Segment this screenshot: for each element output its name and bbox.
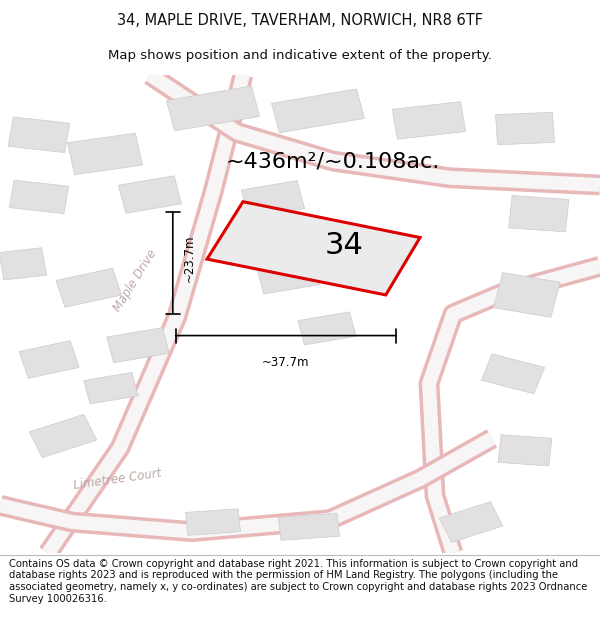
Text: Limetree Court: Limetree Court [72, 466, 162, 492]
Text: 34: 34 [325, 231, 364, 261]
Polygon shape [392, 102, 466, 139]
Polygon shape [107, 328, 169, 362]
Text: Maple Drive: Maple Drive [111, 248, 159, 314]
Polygon shape [496, 112, 554, 145]
Text: 34, MAPLE DRIVE, TAVERHAM, NORWICH, NR8 6TF: 34, MAPLE DRIVE, TAVERHAM, NORWICH, NR8 … [117, 13, 483, 28]
Polygon shape [185, 509, 241, 535]
Polygon shape [166, 86, 260, 131]
Polygon shape [29, 414, 97, 458]
Text: ~436m²/~0.108ac.: ~436m²/~0.108ac. [226, 151, 440, 171]
Polygon shape [8, 117, 70, 152]
Polygon shape [498, 435, 552, 466]
Polygon shape [84, 372, 138, 404]
Text: Contains OS data © Crown copyright and database right 2021. This information is : Contains OS data © Crown copyright and d… [9, 559, 587, 604]
Polygon shape [207, 202, 420, 295]
Polygon shape [257, 258, 319, 294]
Polygon shape [439, 502, 503, 542]
Polygon shape [67, 133, 143, 174]
Polygon shape [481, 354, 545, 394]
Text: ~37.7m: ~37.7m [262, 356, 310, 369]
Polygon shape [56, 268, 122, 308]
Polygon shape [118, 176, 182, 213]
Polygon shape [19, 341, 79, 378]
Polygon shape [272, 89, 364, 132]
Polygon shape [493, 272, 560, 318]
Polygon shape [278, 513, 340, 540]
Polygon shape [298, 312, 356, 345]
Polygon shape [9, 180, 69, 214]
Text: ~23.7m: ~23.7m [182, 234, 196, 282]
Polygon shape [0, 248, 47, 280]
Polygon shape [509, 196, 569, 232]
Text: Map shows position and indicative extent of the property.: Map shows position and indicative extent… [108, 49, 492, 62]
Polygon shape [241, 181, 305, 218]
